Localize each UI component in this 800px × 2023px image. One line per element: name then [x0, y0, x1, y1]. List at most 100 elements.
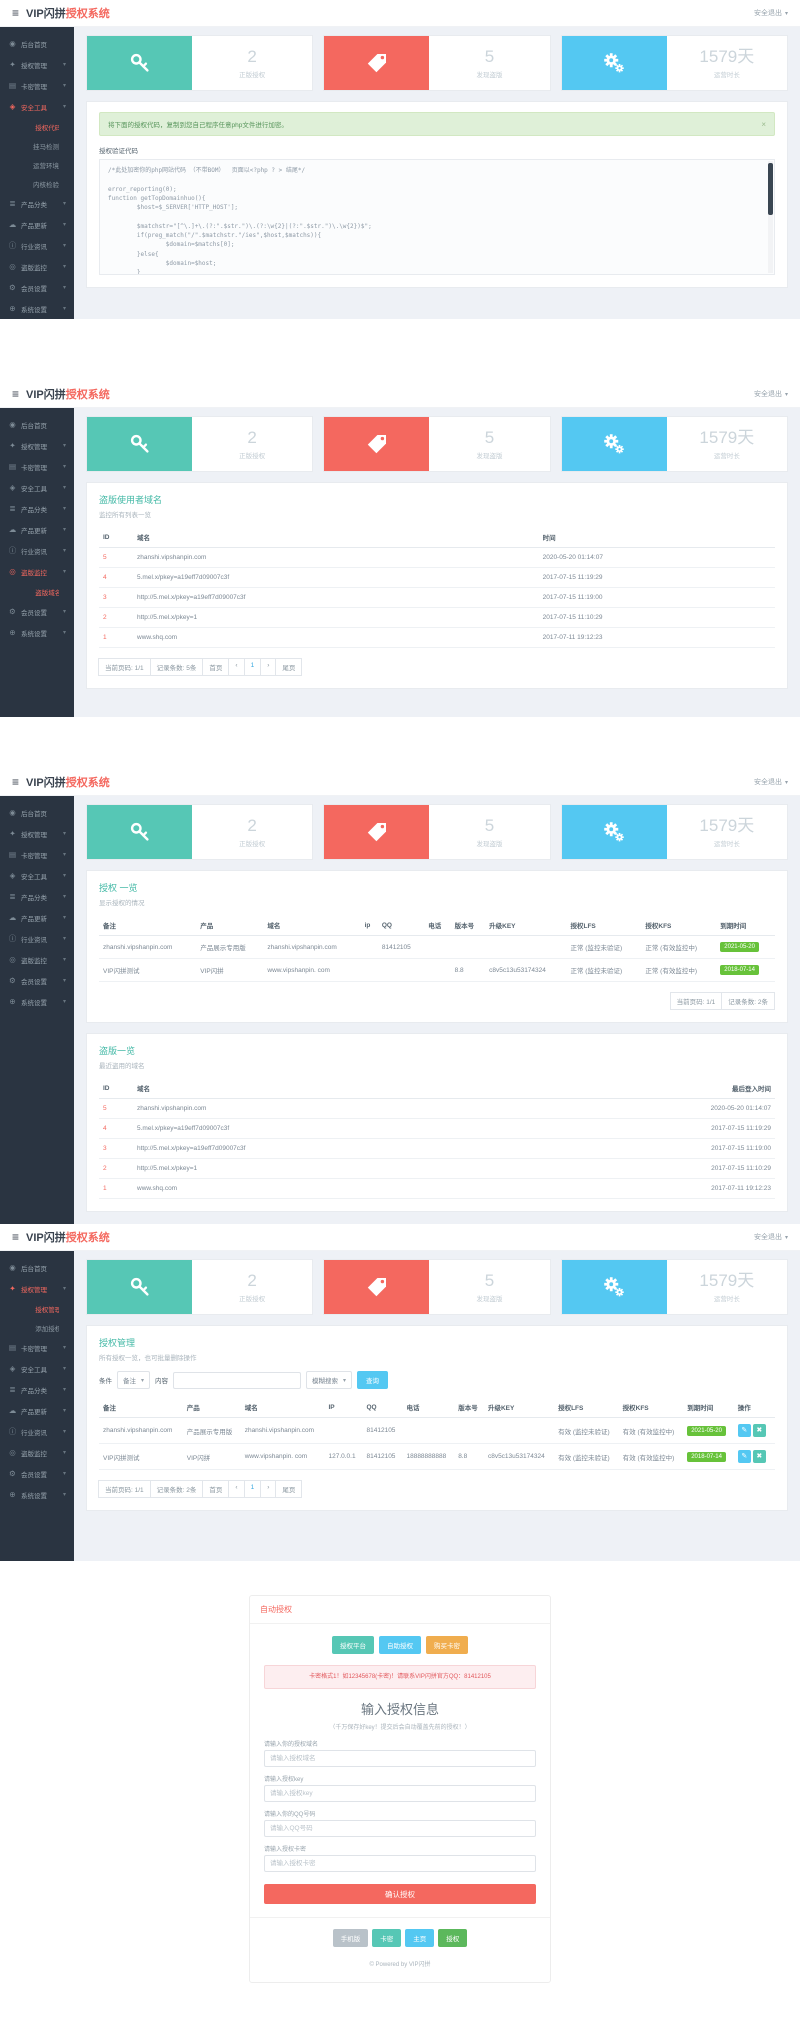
table-row[interactable]: 2 http://5.mel.x/pkey=1 2017-07-15 11:10… [99, 1158, 775, 1179]
pagination-first[interactable]: 首页 [202, 658, 230, 676]
sidebar-item[interactable]: ≣ 产品分类 ▾ [0, 1379, 74, 1400]
pagination-next[interactable]: › [260, 658, 277, 676]
sidebar-item[interactable]: ◈ 安全工具 ▾ [0, 865, 74, 886]
pagination-first[interactable]: 首页 [202, 1480, 230, 1498]
auth-platform-button[interactable]: 授权平台 [332, 1636, 374, 1654]
table-row[interactable]: 4 5.mel.x/pkey=a19eff7d09007c3f 2017-07-… [99, 567, 775, 588]
sidebar-item[interactable]: ◎ 盗版监控 ▾ [0, 561, 74, 582]
hamburger-menu-icon[interactable]: ≡ [12, 387, 20, 401]
pagination-prev[interactable]: ‹ [228, 1480, 245, 1498]
sidebar-item[interactable]: ≣ 产品分类 ▾ [0, 498, 74, 519]
confirm-auth-button[interactable]: 确认授权 [264, 1884, 536, 1905]
auth-key-field[interactable] [264, 1785, 536, 1803]
pagination-prev[interactable]: ‹ [228, 658, 245, 676]
sidebar-item[interactable]: ☁ 产品更新 ▾ [0, 1400, 74, 1421]
sidebar-item[interactable]: ▤ 卡密管理 ▾ [0, 456, 74, 477]
pagination-current[interactable]: 1 [243, 658, 262, 676]
logout-button[interactable]: 安全退出 ▾ [754, 8, 788, 18]
sidebar-item[interactable]: ⓘ 行业资讯 ▾ [0, 235, 74, 256]
sidebar-item[interactable]: 运营环境检测 ▾ [0, 155, 74, 174]
filter-cond-select[interactable]: 备注 ▾ [117, 1371, 151, 1389]
sidebar-item[interactable]: ◈ 安全工具 ▾ [0, 96, 74, 117]
sidebar-item[interactable]: ◉ 后台首页 ▾ [0, 1257, 74, 1278]
table-row[interactable]: 3 http://5.mel.x/pkey=a19eff7d09007c3f 2… [99, 1138, 775, 1159]
table-row[interactable]: VIP闪拼测试 VIP闪拼 www.vipshanpin. com 127.0.… [99, 1443, 775, 1470]
sidebar-item[interactable]: ⊕ 系统设置 ▾ [0, 1484, 74, 1505]
auth-button[interactable]: 授权 [438, 1929, 468, 1948]
sidebar-item[interactable]: ✦ 授权管理 ▾ [0, 823, 74, 844]
hamburger-menu-icon[interactable]: ≡ [12, 775, 20, 789]
hamburger-menu-icon[interactable]: ≡ [12, 1230, 20, 1244]
domain-field[interactable] [264, 1750, 536, 1768]
sidebar-item[interactable]: ☁ 产品更新 ▾ [0, 907, 74, 928]
logout-button[interactable]: 安全退出 ▾ [754, 777, 788, 787]
logout-button[interactable]: 安全退出 ▾ [754, 1232, 788, 1242]
qq-field[interactable] [264, 1820, 536, 1838]
sidebar-item[interactable]: ≣ 产品分类 ▾ [0, 886, 74, 907]
sidebar-item[interactable]: ▤ 卡密管理 ▾ [0, 1337, 74, 1358]
pagination-last[interactable]: 尾页 [275, 658, 303, 676]
delete-button[interactable]: ✖ [752, 1450, 766, 1463]
sidebar-item[interactable]: ⚙ 会员设置 ▾ [0, 970, 74, 991]
delete-button[interactable]: ✖ [752, 1424, 766, 1437]
table-row[interactable]: 1 www.shq.com 2017-07-11 19:12:23 [99, 627, 775, 648]
sidebar-item[interactable]: ✦ 授权管理 ▾ [0, 1278, 74, 1299]
sidebar-item[interactable]: ⊕ 系统设置 ▾ [0, 991, 74, 1012]
sidebar-item[interactable]: ☁ 产品更新 ▾ [0, 214, 74, 235]
sidebar-item[interactable]: ▤ 卡密管理 ▾ [0, 75, 74, 96]
pagination-current[interactable]: 1 [243, 1480, 262, 1498]
scrollbar[interactable] [768, 161, 773, 273]
code-block[interactable]: /*此处加密你的php网站代码 （不带BOM） 页面以<?php ? > 结尾*… [99, 159, 775, 275]
sidebar-item[interactable]: 授权代码 ▾ [0, 117, 74, 136]
table-row[interactable]: 4 5.mel.x/pkey=a19eff7d09007c3f 2017-07-… [99, 1118, 775, 1139]
sidebar-item[interactable]: ◉ 后台首页 ▾ [0, 414, 74, 435]
sidebar-item[interactable]: ⚙ 会员设置 ▾ [0, 277, 74, 298]
filter-mode-select[interactable]: 模糊搜索 ▾ [306, 1371, 353, 1389]
sidebar-item[interactable]: ◉ 后台首页 ▾ [0, 33, 74, 54]
sidebar-item[interactable]: ⊕ 系统设置 ▾ [0, 298, 74, 319]
sidebar-item[interactable]: ◉ 后台首页 ▾ [0, 802, 74, 823]
table-row[interactable]: zhanshi.vipshanpin.com 产品展示专用版 zhanshi.v… [99, 1417, 775, 1444]
logout-button[interactable]: 安全退出 ▾ [754, 389, 788, 399]
pagination-last[interactable]: 尾页 [275, 1480, 303, 1498]
sidebar-item[interactable]: ◎ 盗版监控 ▾ [0, 1442, 74, 1463]
filter-input[interactable] [173, 1371, 302, 1389]
sidebar-item[interactable]: ⊕ 系统设置 ▾ [0, 622, 74, 643]
sidebar-item[interactable]: ⓘ 行业资讯 ▾ [0, 928, 74, 949]
sidebar-item[interactable]: ◈ 安全工具 ▾ [0, 477, 74, 498]
table-row[interactable]: 5 zhanshi.vipshanpin.com 2020-05-20 01:1… [99, 1098, 775, 1119]
sidebar-item[interactable]: ✦ 授权管理 ▾ [0, 435, 74, 456]
sidebar-item[interactable]: ◎ 盗版监控 ▾ [0, 949, 74, 970]
card-key-field[interactable] [264, 1855, 536, 1873]
hamburger-menu-icon[interactable]: ≡ [12, 6, 20, 20]
sidebar-item[interactable]: ⚙ 会员设置 ▾ [0, 1463, 74, 1484]
sidebar-item[interactable]: ◈ 安全工具 ▾ [0, 1358, 74, 1379]
pagination-next[interactable]: › [260, 1480, 277, 1498]
sidebar-item[interactable]: ▤ 卡密管理 ▾ [0, 844, 74, 865]
sidebar-item[interactable]: 授权管理 ▾ [0, 1299, 74, 1318]
sidebar-item[interactable]: ⓘ 行业资讯 ▾ [0, 540, 74, 561]
self-auth-button[interactable]: 自助授权 [379, 1636, 421, 1654]
sidebar-item[interactable]: ✦ 授权管理 ▾ [0, 54, 74, 75]
buy-card-button[interactable]: 购买卡密 [426, 1636, 468, 1654]
edit-button[interactable]: ✎ [737, 1450, 751, 1463]
home-button[interactable]: 主页 [405, 1929, 435, 1948]
sidebar-item[interactable]: ⓘ 行业资讯 ▾ [0, 1421, 74, 1442]
sidebar-item[interactable]: ⚙ 会员设置 ▾ [0, 601, 74, 622]
sidebar-item[interactable]: 盗版域名 ▾ [0, 582, 74, 601]
table-row[interactable]: 3 http://5.mel.x/pkey=a19eff7d09007c3f 2… [99, 587, 775, 608]
card-key-button[interactable]: 卡密 [372, 1929, 402, 1948]
sidebar-item[interactable]: ☁ 产品更新 ▾ [0, 519, 74, 540]
sidebar-item[interactable]: 挂马检测代码 ▾ [0, 136, 74, 155]
table-row[interactable]: 1 www.shq.com 2017-07-11 19:12:23 [99, 1178, 775, 1199]
sidebar-item[interactable]: 添加授权 ▾ [0, 1318, 74, 1337]
table-row[interactable]: VIP闪拼测试 VIP闪拼 www.vipshanpin. com 8.8 c8… [99, 958, 775, 982]
sidebar-item[interactable]: 内核检验工具 ▾ [0, 174, 74, 193]
scrollbar-thumb[interactable] [768, 163, 773, 215]
mobile-version-button[interactable]: 手机版 [332, 1929, 369, 1948]
table-row[interactable]: 2 http://5.mel.x/pkey=1 2017-07-15 11:10… [99, 607, 775, 628]
search-button[interactable]: 查询 [357, 1371, 389, 1389]
edit-button[interactable]: ✎ [737, 1424, 751, 1437]
close-icon[interactable]: × [761, 119, 766, 129]
sidebar-item[interactable]: ≣ 产品分类 ▾ [0, 193, 74, 214]
